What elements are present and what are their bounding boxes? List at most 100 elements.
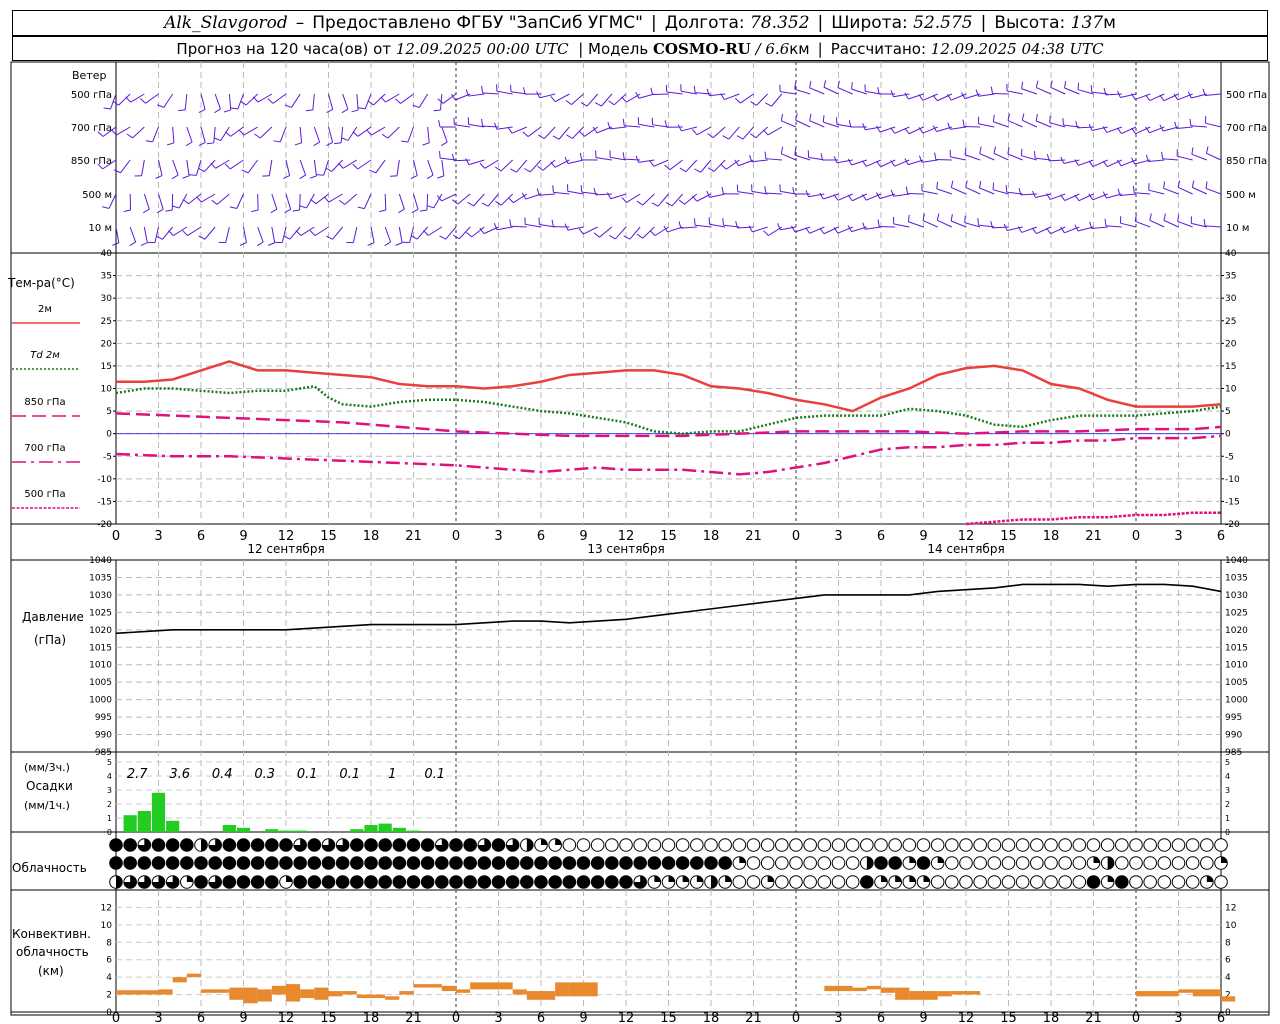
wind-barb-flag — [125, 96, 131, 103]
wind-barb — [908, 93, 924, 100]
cloud-symbol-fill — [895, 875, 902, 882]
cloud-symbol — [945, 838, 959, 852]
wind-barb — [751, 159, 768, 163]
wind-barb-flag — [623, 235, 631, 240]
conv-cloud-bar — [1221, 996, 1236, 1002]
precip-total-label: 1 — [388, 767, 396, 782]
wind-barb-flag — [299, 174, 306, 180]
cloud-symbol-fill — [711, 875, 718, 889]
cloud-symbol — [1143, 875, 1157, 889]
wind-barb-flag — [103, 107, 111, 110]
conv-cloud-bar — [271, 985, 286, 995]
wind-barb-flag — [495, 200, 502, 206]
temp-tick-label: 5 — [106, 407, 112, 417]
wind-barb — [441, 193, 457, 202]
wind-barb-flag — [707, 167, 715, 172]
wind-barb — [610, 193, 627, 200]
wind-barb — [130, 93, 145, 103]
wind-barb-flag — [97, 131, 104, 137]
wind-barb-flag — [1189, 118, 1192, 126]
wind-barb — [709, 193, 726, 198]
wind-barb-flag — [777, 223, 781, 230]
wind-barb — [1050, 226, 1066, 235]
conv-cloud-bar — [909, 991, 938, 1000]
cloud-symbol — [321, 875, 336, 889]
model-label: | Модель — [578, 39, 649, 58]
wind-barb — [306, 193, 315, 209]
wind-barb-flag — [439, 151, 441, 159]
cloud-symbol-fill — [909, 856, 916, 863]
wind-barb-flag — [521, 192, 527, 200]
wind-barb-flag — [665, 84, 668, 92]
temp-tick-label: -20 — [97, 520, 112, 530]
wind-barb-flag — [267, 98, 274, 104]
wind-barb — [837, 193, 853, 201]
wind-barb-flag — [1064, 81, 1067, 89]
wind-barb-flag — [338, 162, 344, 169]
cloud-symbol-fill — [478, 838, 491, 852]
wind-barb-flag — [1018, 187, 1022, 196]
conv-cloud-bar — [186, 973, 201, 978]
cloud-symbol — [463, 856, 477, 870]
wind-barb-flag — [651, 202, 659, 207]
conv-cloud-bar — [158, 989, 173, 995]
cloud-symbol — [916, 856, 931, 870]
wind-barb — [978, 123, 995, 128]
wind-barb — [908, 221, 924, 228]
cloud-axis-title: Облачность — [12, 861, 87, 875]
cloud-symbol — [350, 838, 364, 852]
wind-barb-flag — [481, 118, 484, 127]
pressure-axis-unit: (гПа) — [34, 633, 66, 647]
wind-barb-flag — [1116, 127, 1122, 134]
wind-barb — [808, 193, 825, 198]
conv-cloud-bar — [951, 991, 981, 995]
wind-barb — [1006, 226, 1023, 231]
wind-barb — [204, 226, 216, 240]
wind-barb-flag — [1046, 193, 1051, 200]
conv-cloud-bar — [371, 994, 386, 999]
precip-unit-1h: (мм/1ч.) — [24, 799, 70, 812]
wind-barb-flag — [1173, 93, 1179, 101]
time-tick-label: 21 — [405, 529, 422, 544]
wind-barb — [132, 126, 145, 139]
wind-barb-flag — [904, 127, 910, 135]
cloud-symbol — [562, 838, 577, 852]
conv-cloud-bar — [1192, 989, 1221, 997]
precip-bar — [222, 825, 236, 832]
wind-barb — [964, 154, 981, 161]
wind-barb-flag — [1034, 151, 1036, 159]
cloud-symbol — [945, 875, 959, 889]
wind-barb — [315, 193, 329, 205]
wind-barb — [129, 226, 137, 243]
wind-barb-flag — [252, 96, 259, 103]
wind-barb — [291, 93, 301, 108]
wind-barb — [1007, 153, 1023, 161]
cloud-symbol — [916, 838, 931, 852]
wind-barb — [313, 159, 317, 176]
cloud-symbol — [420, 875, 435, 889]
wind-barb — [751, 190, 768, 195]
wind-barb-flag — [239, 242, 247, 246]
cloud-symbol — [1086, 838, 1101, 852]
wind-barb-flag — [1191, 147, 1194, 155]
wind-barb — [427, 159, 434, 176]
wind-barb-flag — [791, 225, 796, 233]
wind-barb-flag — [794, 82, 797, 90]
wind-barb — [1135, 220, 1151, 228]
wind-barb-flag — [341, 137, 349, 141]
precip-total-label: 0.1 — [424, 767, 445, 782]
wind-barb-flag — [113, 169, 121, 174]
wind-barb-flag — [1187, 91, 1192, 99]
cloud-symbol — [576, 875, 591, 889]
temp-tick-label: -15 — [97, 497, 112, 507]
wind-barb — [1206, 152, 1222, 161]
conv-cloud-bar — [300, 989, 315, 999]
precip-total-label: 0.1 — [297, 767, 318, 782]
wind-barb-flag — [453, 234, 460, 240]
cloud-symbol — [378, 856, 392, 870]
wind-barb-flag — [720, 164, 727, 170]
wind-barb-flag — [1102, 126, 1108, 133]
wind-barb — [344, 193, 358, 205]
cloud-symbol-fill — [138, 875, 151, 889]
pressure-tick-label-right: 985 — [1225, 748, 1242, 758]
